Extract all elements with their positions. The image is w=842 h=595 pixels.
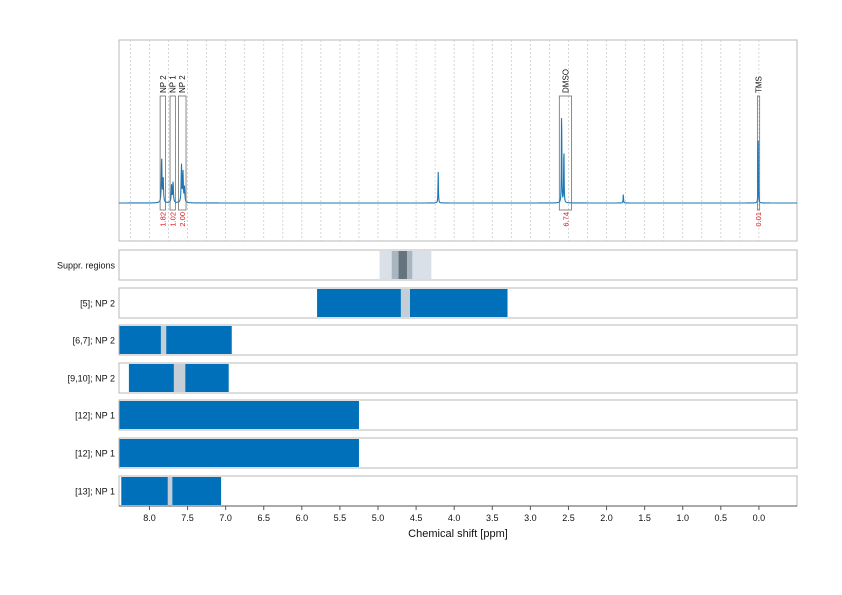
row-label: [12]; NP 1 [75, 411, 115, 421]
peak-annotation-box [159, 95, 166, 211]
row-label: [12]; NP 1 [75, 449, 115, 459]
x-tick-label: 1.5 [638, 513, 651, 523]
region-bar [317, 289, 401, 317]
peak-annotation-label: NP 1 [169, 75, 178, 93]
region-bar [172, 477, 222, 505]
row-frame [118, 362, 798, 394]
peak-annotation-label: DMSO [561, 69, 570, 93]
region-row: [6,7]; NP 2 [73, 324, 798, 356]
peak-annotation-box [178, 95, 187, 211]
x-tick-label: 8.0 [143, 513, 156, 523]
row-label: Suppr. regions [57, 261, 116, 271]
spectrum-trace [119, 118, 797, 204]
peak-annotation-label: TMS [755, 76, 764, 93]
x-tick-label: 5.5 [334, 513, 347, 523]
row-label: [5]; NP 2 [80, 299, 115, 309]
x-axis: 8.0 7.5 7.0 6.5 6.0 5.5 5.0 4.5 4.0 3.5 3.0 2.5 2.0 1… [119, 505, 797, 523]
spectrum-frame [118, 39, 798, 242]
region-row: [13]; NP 1 [75, 475, 798, 507]
x-tick-label: 4.5 [410, 513, 423, 523]
peak-annotation-box [558, 95, 572, 211]
x-tick-label: 4.0 [448, 513, 461, 523]
integral-value: 1.82 [158, 212, 167, 227]
row-label: [6,7]; NP 2 [73, 336, 115, 346]
x-tick-label: 3.5 [486, 513, 499, 523]
integral-value: 0.01 [754, 212, 763, 227]
spectrum-panel: NP 2 NP 1 NP 2 DMSO TMS 1.82 1.02 2.00 6.74 0.01 [118, 39, 798, 242]
region-bar [128, 364, 174, 392]
region-bar [119, 326, 161, 354]
integral-value: 1.02 [168, 212, 177, 227]
row-label: [9,10]; NP 2 [68, 374, 115, 384]
region-gap [160, 326, 167, 354]
region-bar [119, 401, 359, 429]
region-row: [9,10]; NP 2 [68, 362, 798, 394]
x-tick-label: 7.0 [219, 513, 232, 523]
x-tick-label: 7.5 [181, 513, 194, 523]
row-frame [118, 475, 798, 507]
region-bar [119, 439, 359, 467]
region-bar [185, 364, 229, 392]
region-bar [410, 289, 508, 317]
x-tick-label: 2.0 [600, 513, 613, 523]
region-row: [12]; NP 1 [75, 437, 798, 469]
x-tick-label: 6.5 [257, 513, 270, 523]
suppression-region [398, 251, 407, 279]
region-gap [167, 477, 173, 505]
region-bar [121, 477, 168, 505]
integral-value: 6.74 [561, 212, 570, 227]
peak-annotation-label: NP 2 [159, 75, 168, 93]
x-tick-label: 2.5 [562, 513, 575, 523]
peak-annotation-box [756, 95, 761, 211]
peak-annotation-box [169, 95, 176, 211]
row-frame [118, 324, 798, 356]
integral-value: 2.00 [178, 212, 187, 227]
row-frame [118, 249, 798, 281]
x-tick-label: 3.0 [524, 513, 537, 523]
row-label: [13]; NP 1 [75, 487, 115, 497]
peak-annotation-label: NP 2 [178, 75, 187, 93]
x-tick-label: 6.0 [296, 513, 309, 523]
x-tick-label: 1.0 [676, 513, 689, 523]
x-tick-label: 0.0 [753, 513, 766, 523]
region-gap [173, 364, 186, 392]
region-rows: Suppr. regions [5]; NP 2 [6,7]; NP 2 [9,10]… [57, 249, 798, 507]
x-tick-label: 5.0 [372, 513, 385, 523]
x-tick-label: 0.5 [715, 513, 728, 523]
region-row: Suppr. regions [57, 249, 798, 281]
region-bar [166, 326, 232, 354]
region-row: [12]; NP 1 [75, 399, 798, 431]
region-gap [400, 289, 411, 317]
region-row: [5]; NP 2 [80, 287, 798, 319]
x-axis-label: Chemical shift [ppm] [408, 528, 508, 540]
